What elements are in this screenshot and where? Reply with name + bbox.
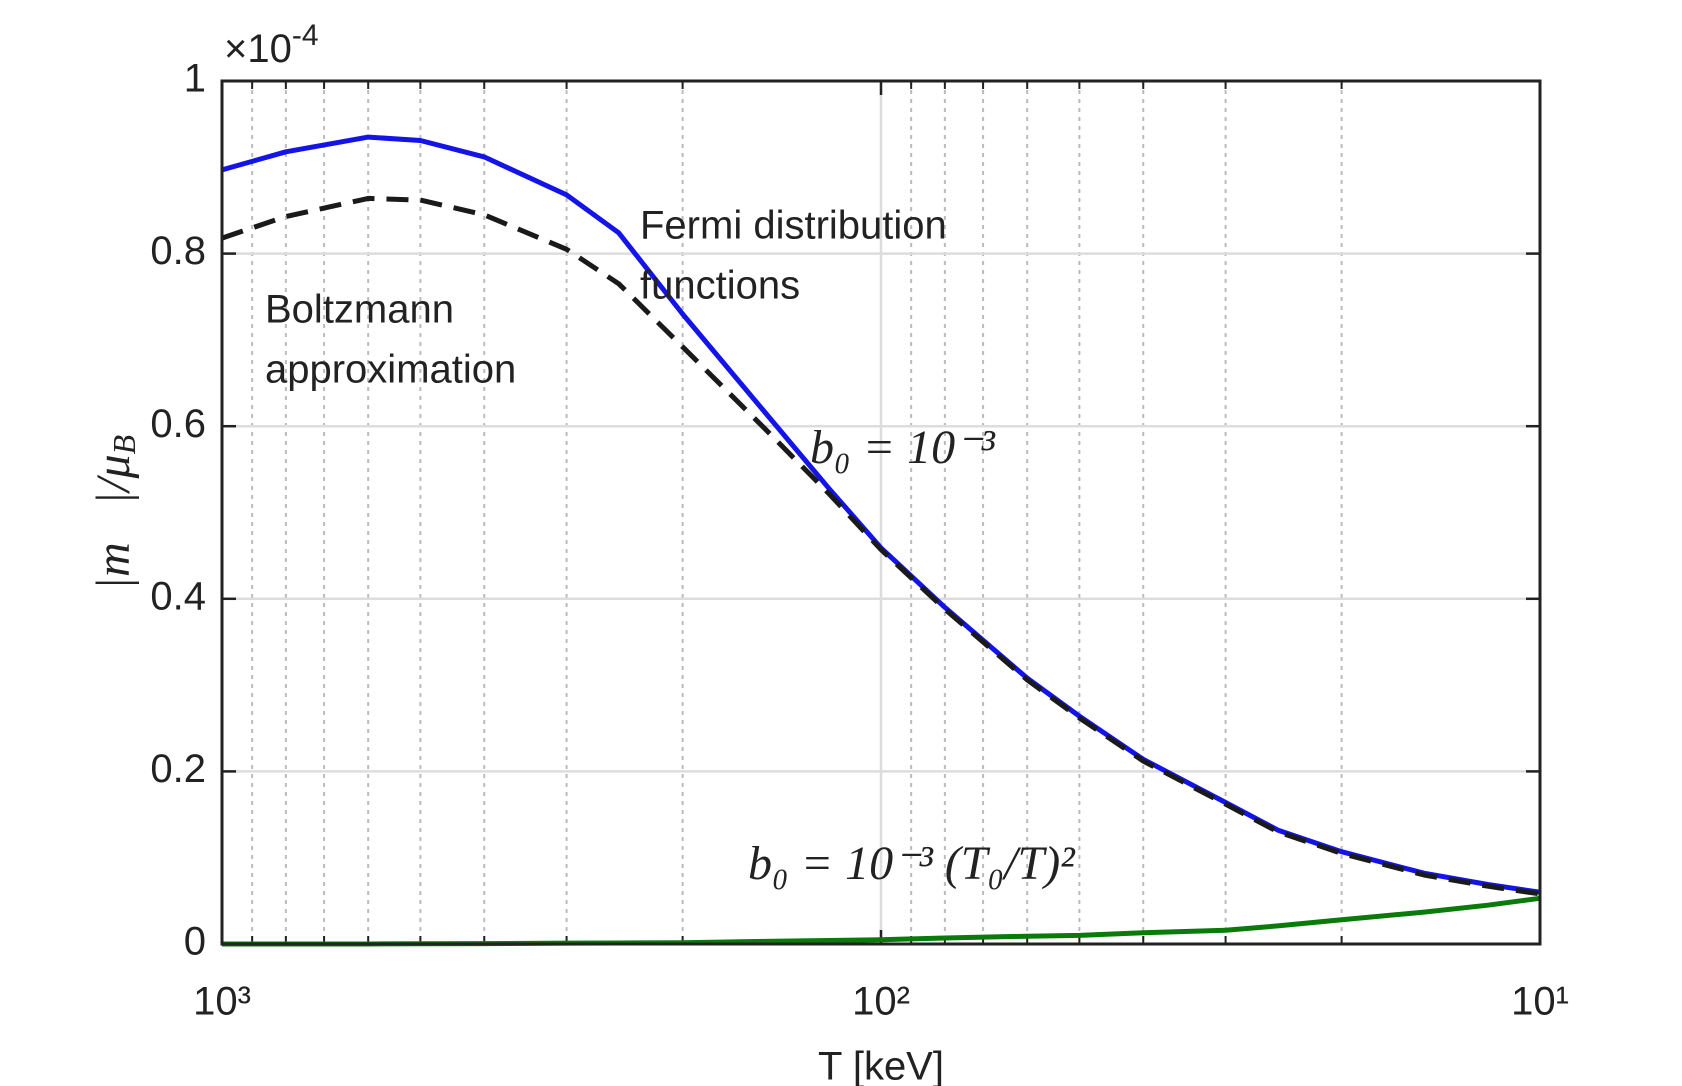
annotation: approximation — [265, 348, 516, 392]
y-tick-label: 0.2 — [150, 747, 206, 791]
x-tick-label: 10¹ — [1511, 980, 1569, 1024]
y-multiplier-exp: -4 — [292, 19, 319, 52]
x-axis-label: T [keV] — [818, 1045, 944, 1086]
x-tick-label: 10³ — [193, 980, 251, 1024]
y-tick-label: 0.4 — [150, 574, 206, 618]
annotation: b₀ = 10⁻³ (T₀/T)² — [748, 837, 1076, 890]
y-axis-label-sub: B — [106, 435, 142, 455]
annotation: Fermi distribution — [640, 204, 947, 248]
annotation: b₀ = 10⁻³ — [810, 421, 995, 474]
y-axis-label-main: |m⃗|/μ — [87, 454, 140, 590]
y-axis-label: |m⃗|/μB — [87, 435, 142, 590]
y-tick-label: 0.8 — [150, 229, 206, 273]
annotation: Boltzmann — [265, 288, 454, 332]
data-line — [221, 195, 1541, 897]
x-tick-label: 10² — [852, 980, 910, 1024]
y-multiplier-base: ×10 — [224, 27, 292, 71]
y-tick-label: 0 — [184, 920, 206, 964]
y-tick-label: 1 — [184, 57, 206, 101]
plot-frame — [220, 79, 1542, 946]
y-tick-label: 0.6 — [150, 402, 206, 446]
y-multiplier: ×10-4 — [224, 19, 319, 71]
annotation: functions — [640, 264, 800, 308]
